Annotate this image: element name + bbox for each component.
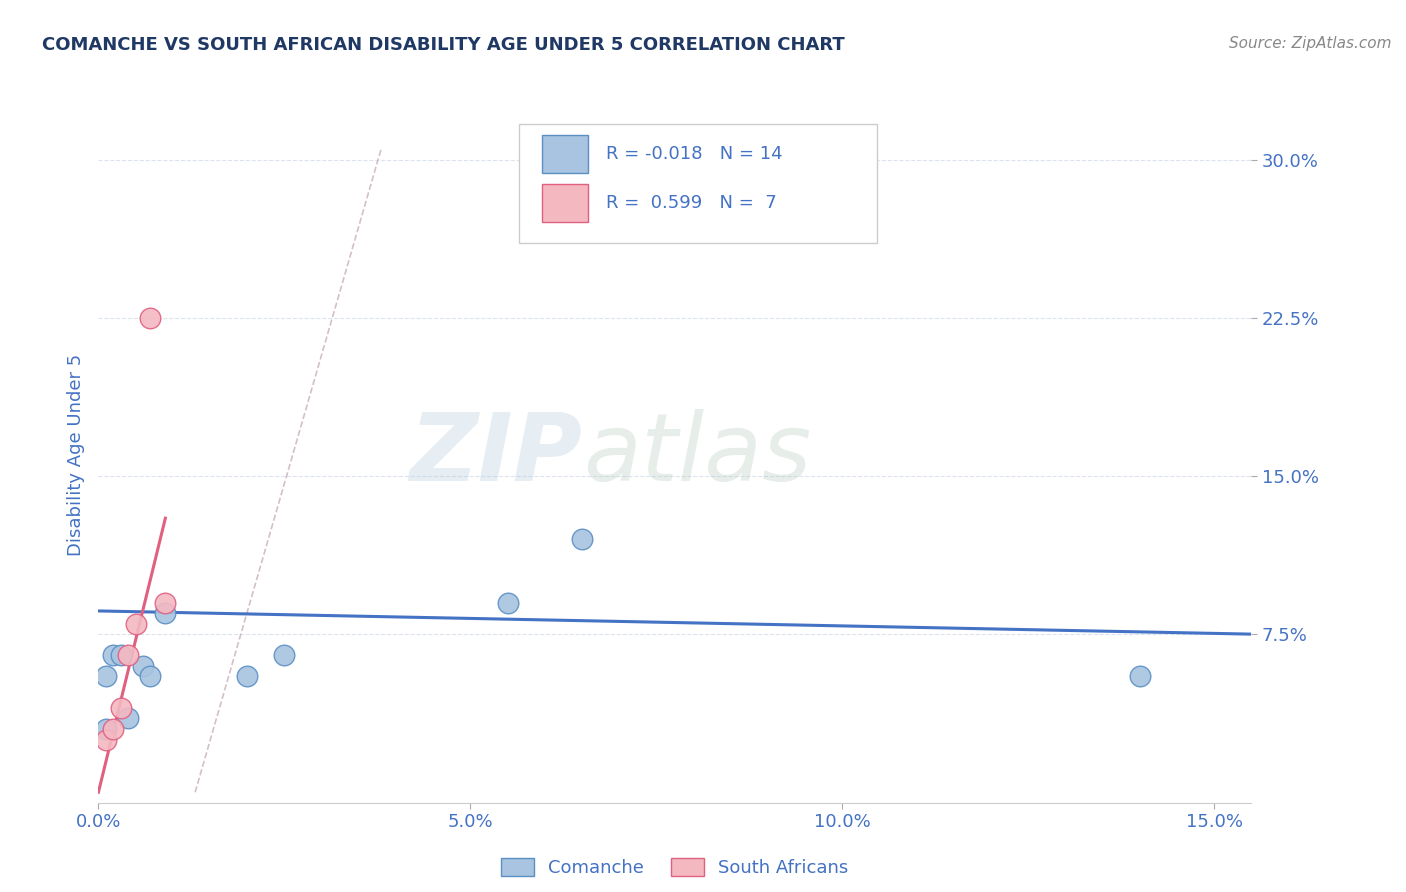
- FancyBboxPatch shape: [519, 124, 877, 243]
- Text: COMANCHE VS SOUTH AFRICAN DISABILITY AGE UNDER 5 CORRELATION CHART: COMANCHE VS SOUTH AFRICAN DISABILITY AGE…: [42, 36, 845, 54]
- Point: [124, 616, 146, 631]
- Legend: Comanche, South Africans: Comanche, South Africans: [494, 850, 856, 884]
- Point: [94, 722, 117, 736]
- Point: [110, 648, 132, 663]
- Text: R =  0.599   N =  7: R = 0.599 N = 7: [606, 194, 776, 211]
- Point: [103, 722, 125, 736]
- Text: Source: ZipAtlas.com: Source: ZipAtlas.com: [1229, 36, 1392, 51]
- Bar: [543, 135, 589, 173]
- Point: [139, 669, 162, 683]
- Point: [720, 216, 742, 230]
- Text: atlas: atlas: [582, 409, 811, 500]
- Point: [496, 595, 519, 609]
- Point: [110, 701, 132, 715]
- Point: [117, 648, 139, 663]
- Point: [236, 669, 259, 683]
- Bar: [543, 184, 589, 222]
- Point: [94, 732, 117, 747]
- Point: [571, 533, 593, 547]
- Point: [155, 606, 177, 620]
- Point: [273, 648, 295, 663]
- Point: [117, 711, 139, 725]
- Text: ZIP: ZIP: [409, 409, 582, 501]
- Point: [155, 595, 177, 609]
- Point: [1129, 669, 1152, 683]
- Point: [94, 669, 117, 683]
- Point: [139, 310, 162, 325]
- Point: [132, 658, 155, 673]
- Text: R = -0.018   N = 14: R = -0.018 N = 14: [606, 145, 782, 163]
- Point: [103, 648, 125, 663]
- Y-axis label: Disability Age Under 5: Disability Age Under 5: [66, 354, 84, 556]
